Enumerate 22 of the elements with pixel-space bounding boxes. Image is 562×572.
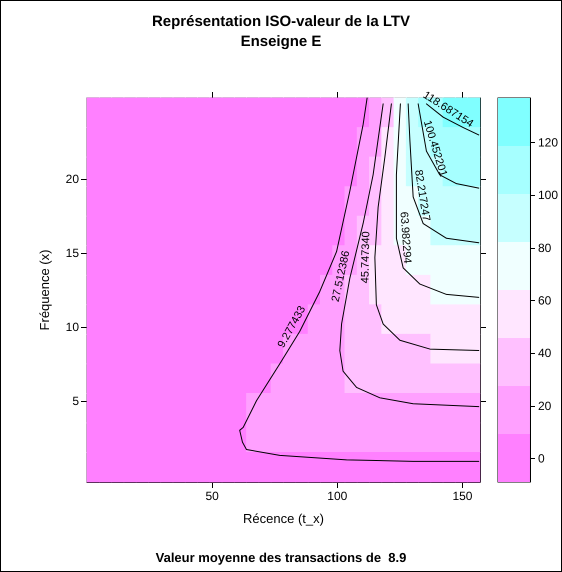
y-axis-title: Fréquence (x) xyxy=(37,250,52,330)
text: Valeur moyenne des transactions de 8.9 xyxy=(156,550,406,565)
y-tick-label: 15 xyxy=(66,246,80,260)
x-axis-title: Récence (t_x) xyxy=(243,511,324,526)
color-bar-label: 40 xyxy=(538,346,552,360)
chart-subtitle: Enseigne E xyxy=(240,33,322,50)
color-bar-label: 100 xyxy=(538,188,558,202)
color-bar-label: 120 xyxy=(538,136,558,150)
color-bar-label: 20 xyxy=(538,398,552,413)
y-tick-label: 10 xyxy=(66,320,80,334)
color-bar-label: 80 xyxy=(538,240,552,255)
x-tick-label: 150 xyxy=(452,489,473,503)
color-bar-label: 0 xyxy=(538,451,545,466)
text: 63.982294 xyxy=(398,211,414,264)
text: 27.512386 xyxy=(330,250,352,303)
text: 45.747340 xyxy=(359,231,372,284)
y-tick-label: 5 xyxy=(72,394,80,408)
color-bar-label: 60 xyxy=(538,293,552,308)
chart-title: Représentation ISO-valeur de la LTV xyxy=(152,13,410,30)
x-tick-label: 50 xyxy=(205,489,220,503)
y-tick-label: 20 xyxy=(66,172,80,186)
x-tick-label: 100 xyxy=(327,489,348,503)
